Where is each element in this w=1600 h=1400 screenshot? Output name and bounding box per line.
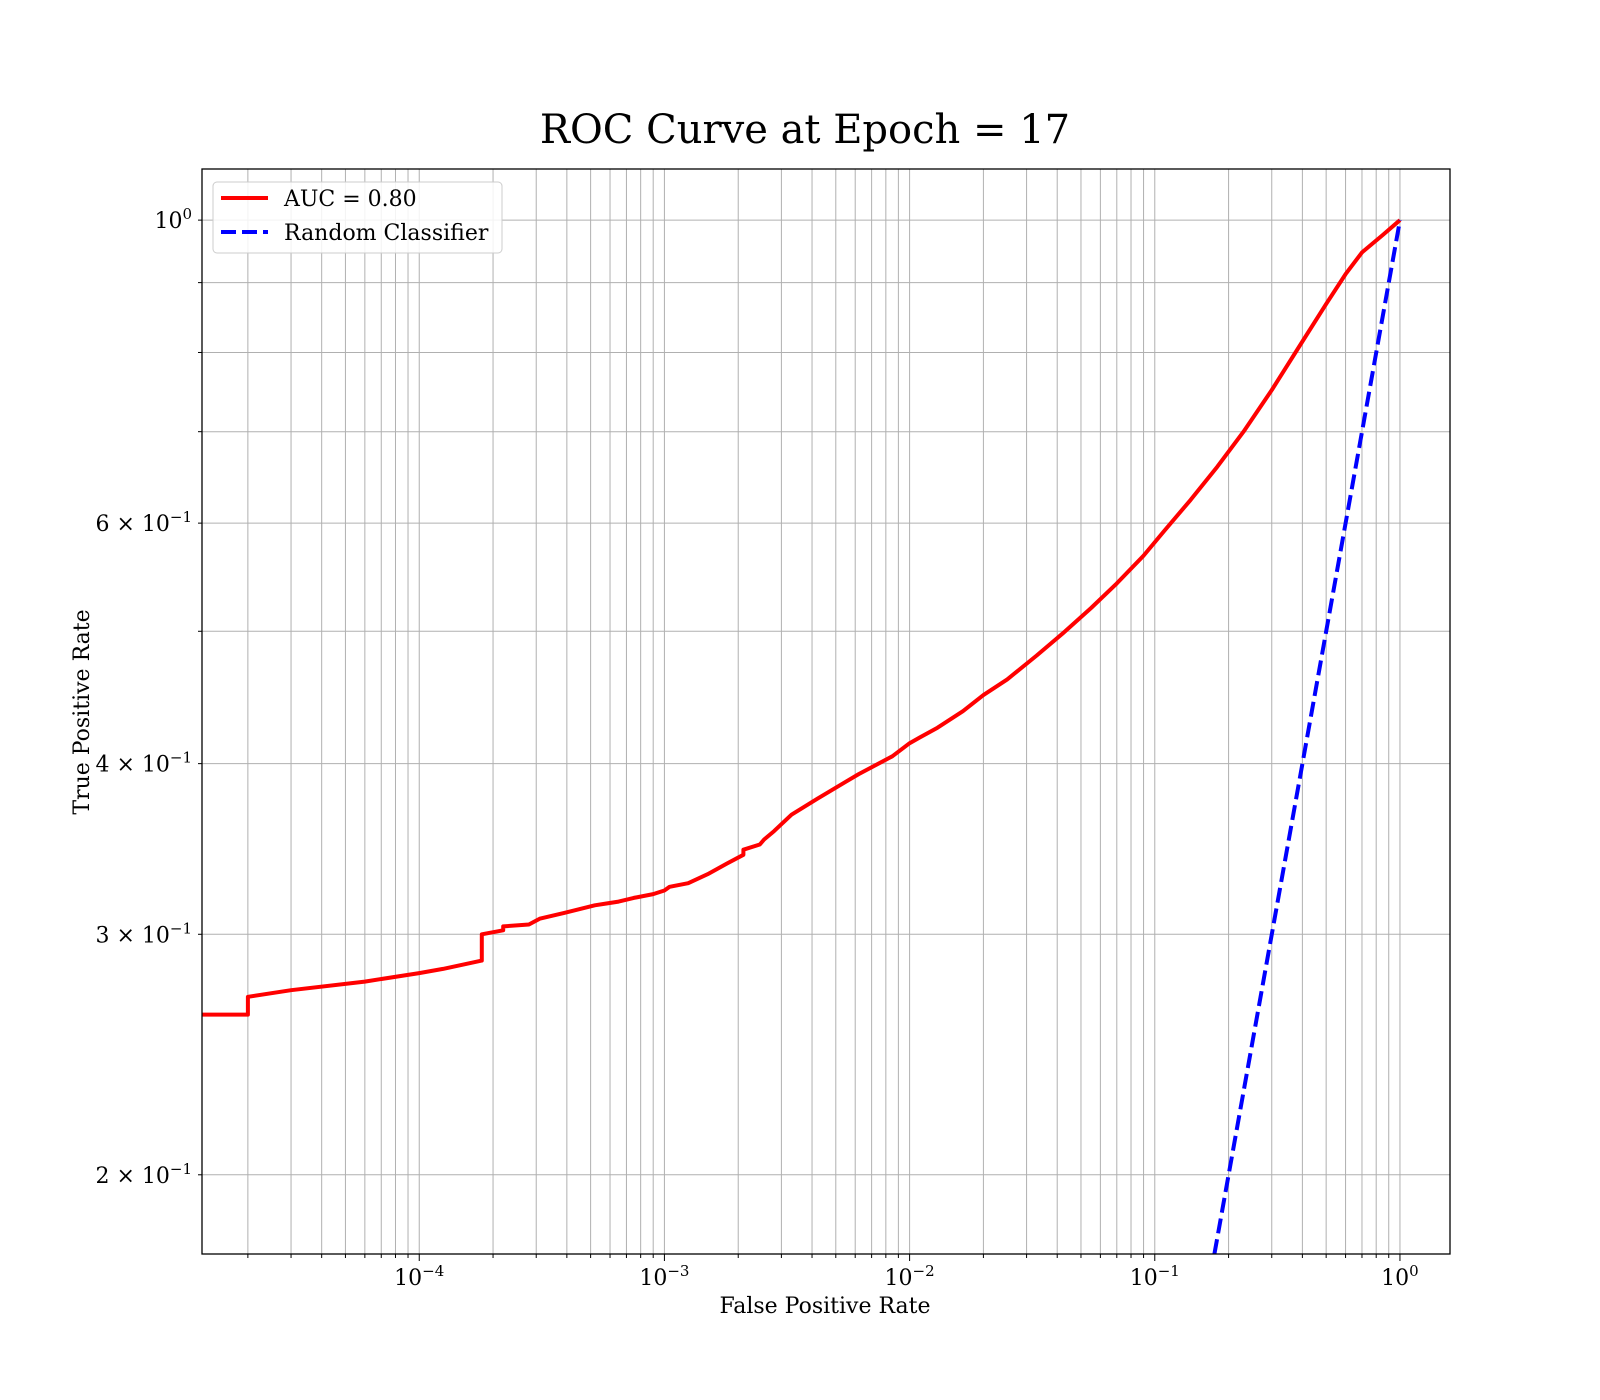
series-layer (202, 218, 1402, 1254)
y-tick-label: 2 × 10−1 (95, 1160, 192, 1189)
plot-frame (201, 168, 1451, 1255)
roc-curve-line (202, 218, 1402, 1017)
x-tick-label: 10−4 (394, 1262, 444, 1291)
grid (202, 169, 1450, 1254)
x-tick-label: 10−1 (1130, 1262, 1180, 1291)
y-tick-label: 3 × 10−1 (95, 919, 192, 948)
legend-label-auc: AUC = 0.80 (283, 187, 417, 212)
legend-box (212, 181, 503, 254)
ticks: 10−4 10−3 10−2 10−1 100 100 6 × 10−1 4 × 10−1 3 … (95, 205, 1418, 1291)
random-classifier-line (1212, 219, 1402, 1254)
chart-title: ROC Curve at Epoch = 17 (540, 107, 1070, 153)
legend: AUC = 0.80 Random Classifier (212, 181, 503, 254)
x-tick-label: 10−3 (639, 1262, 689, 1291)
y-axis-label: True Positive Rate (70, 609, 95, 814)
x-tick-label: 100 (1381, 1262, 1419, 1291)
x-axis-label: False Positive Rate (719, 1294, 930, 1319)
y-tick-label: 6 × 10−1 (95, 508, 192, 537)
x-tick-label: 10−2 (885, 1262, 935, 1291)
y-tick-label: 4 × 10−1 (95, 749, 192, 778)
legend-label-random: Random Classifier (284, 221, 489, 246)
y-tick-label: 100 (154, 205, 192, 234)
